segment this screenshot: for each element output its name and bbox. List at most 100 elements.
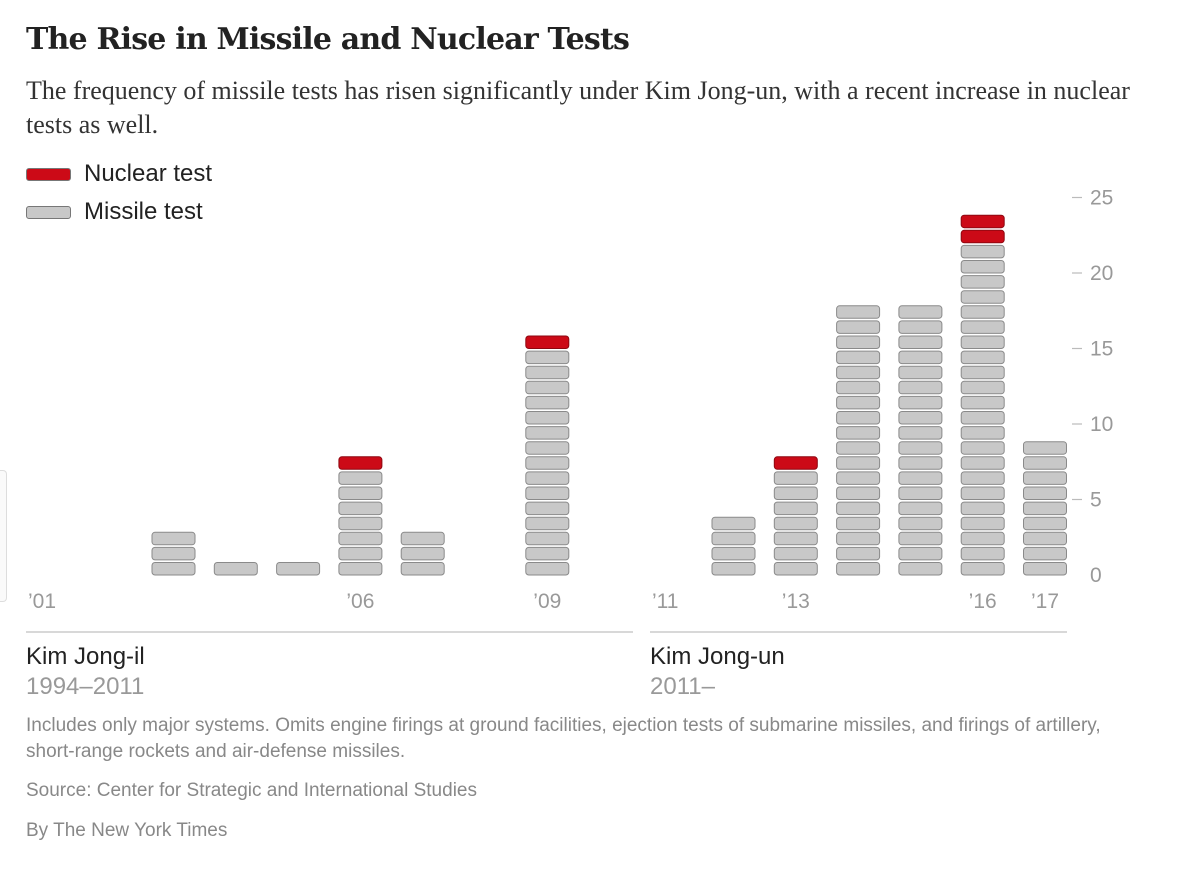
footnote: Includes only major systems. Omits engin… — [26, 715, 1101, 762]
legend-label-missile: Missile test — [84, 198, 203, 225]
bar-block-missile — [773, 562, 818, 576]
bar-block-missile — [711, 531, 756, 546]
bar-block-missile — [1023, 546, 1067, 561]
bar-block-missile — [151, 562, 196, 576]
bar-block-missile — [836, 531, 881, 546]
bar-block-missile — [960, 365, 1005, 380]
bar-block-missile — [898, 426, 943, 440]
bar-block-missile — [960, 275, 1005, 289]
bar-block-missile — [151, 546, 196, 561]
bar-block-missile — [898, 471, 943, 485]
bar-block-missile — [711, 516, 756, 531]
bar-block-missile — [525, 365, 570, 380]
bar-block-missile — [960, 380, 1005, 395]
bar-block-missile — [898, 501, 943, 516]
bar-block-missile — [898, 516, 943, 531]
era-years-kim-jong-un: 2011– — [650, 673, 715, 700]
bar-block-missile — [960, 305, 1005, 319]
bar-block-missile — [836, 516, 881, 531]
bar-block-missile — [898, 562, 943, 576]
bar-block-missile — [960, 501, 1005, 516]
bar-block-missile — [338, 516, 383, 531]
bar-block-missile — [960, 486, 1005, 500]
y-tick-label: 15 — [1090, 338, 1113, 361]
bar-block-missile — [836, 380, 881, 395]
era-name-kim-jong-il: Kim Jong-il — [26, 643, 145, 670]
bar-block-missile — [525, 531, 570, 546]
bar-block-missile — [1023, 531, 1067, 546]
bar-block-missile — [525, 486, 570, 500]
bar-block-missile — [898, 365, 943, 380]
scroll-edge-tab — [0, 470, 7, 602]
chart-title: The Rise in Missile and Nuclear Tests — [26, 22, 630, 57]
bar-block-missile — [898, 411, 943, 425]
credit-line: By The New York Times — [26, 820, 228, 841]
bar-block-missile — [1023, 486, 1067, 500]
bar-block-missile — [898, 335, 943, 349]
bar-block-missile — [1023, 562, 1067, 576]
y-tick-label: 0 — [1090, 564, 1102, 587]
x-tick-label: ’06 — [346, 590, 374, 613]
y-tick-label: 5 — [1090, 489, 1102, 512]
bar-block-missile — [213, 562, 258, 576]
x-tick-label: ’01 — [28, 590, 56, 613]
bar-block-missile — [836, 426, 881, 440]
bar-block-missile — [400, 562, 445, 576]
bar-block-missile — [836, 305, 881, 319]
bar-block-missile — [338, 486, 383, 500]
x-tick-label: ’13 — [782, 590, 810, 613]
bar-block-missile — [525, 350, 570, 365]
bar-block-missile — [960, 456, 1005, 470]
bar-block-missile — [773, 546, 818, 561]
bar-block-missile — [960, 260, 1005, 274]
era-name-kim-jong-un: Kim Jong-un — [650, 643, 785, 670]
bar-block-nuclear — [525, 335, 570, 349]
bar-block-missile — [836, 365, 881, 380]
x-tick-label: ’16 — [969, 590, 997, 613]
bar-block-missile — [898, 320, 943, 334]
bar-block-missile — [525, 380, 570, 395]
bar-block-missile — [960, 471, 1005, 485]
bar-block-nuclear — [338, 456, 383, 470]
bar-block-missile — [338, 471, 383, 485]
bar-block-missile — [338, 546, 383, 561]
y-tick-label: 25 — [1090, 187, 1113, 210]
bar-block-missile — [525, 562, 570, 576]
bar-block-missile — [338, 531, 383, 546]
bar-block-missile — [773, 516, 818, 531]
bar-block-missile — [525, 395, 570, 410]
bar-block-missile — [960, 562, 1005, 576]
bar-block-missile — [151, 531, 196, 546]
bar-block-missile — [836, 441, 881, 455]
source-line: Source: Center for Strategic and Interna… — [26, 780, 477, 801]
bar-block-missile — [400, 531, 445, 546]
bar-block-missile — [773, 471, 818, 485]
legend-label-nuclear: Nuclear test — [84, 160, 213, 187]
bar-block-missile — [1023, 441, 1067, 455]
x-tick-label: ’17 — [1031, 590, 1059, 613]
x-tick-label: ’11 — [652, 590, 678, 613]
bar-block-missile — [960, 395, 1005, 410]
bar-block-missile — [1023, 471, 1067, 485]
bar-block-missile — [898, 305, 943, 319]
chart-subtitle: The frequency of missile tests has risen… — [26, 76, 1130, 139]
bar-block-missile — [836, 456, 881, 470]
y-tick-label: 10 — [1090, 413, 1113, 436]
bar-block-missile — [525, 441, 570, 455]
legend-swatch-missile — [26, 206, 71, 219]
era-years-kim-jong-il: 1994–2011 — [26, 673, 145, 700]
bar-block-nuclear — [960, 214, 1005, 229]
bar-block-missile — [836, 501, 881, 516]
bar-block-missile — [1023, 501, 1067, 516]
bar-block-nuclear — [960, 229, 1005, 244]
bar-block-missile — [525, 426, 570, 440]
bar-block-missile — [898, 456, 943, 470]
bar-block-missile — [960, 516, 1005, 531]
bar-block-missile — [960, 244, 1005, 259]
bar-block-missile — [525, 516, 570, 531]
bar-block-missile — [338, 562, 383, 576]
bar-block-missile — [898, 380, 943, 395]
bar-block-missile — [898, 486, 943, 500]
bar-block-missile — [1023, 516, 1067, 531]
